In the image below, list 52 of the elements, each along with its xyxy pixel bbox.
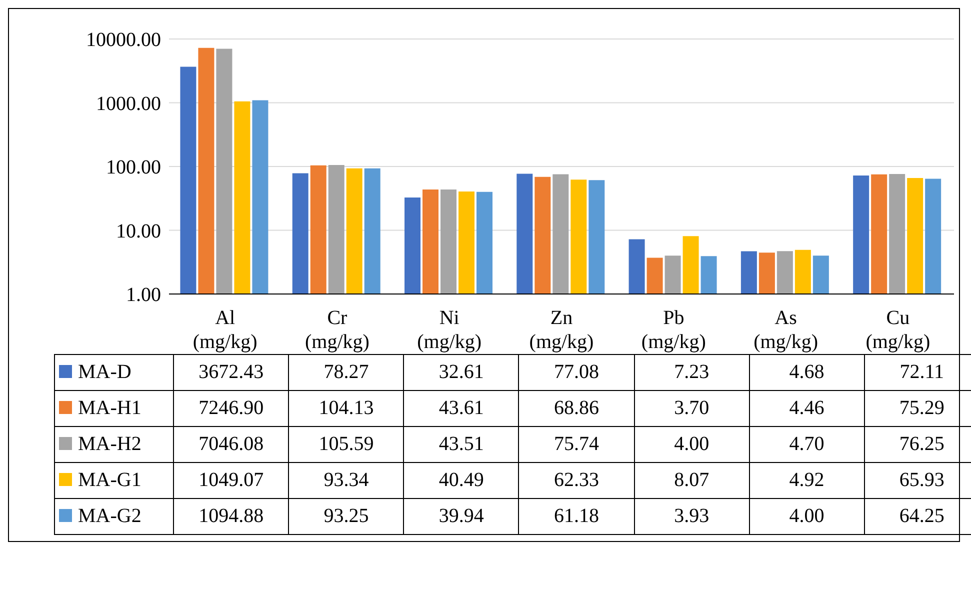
data-label: 76.25	[864, 426, 971, 462]
data-label: 7246.90	[174, 390, 289, 426]
data-label: 40.49	[404, 462, 519, 498]
data-label: 78.27	[288, 354, 404, 390]
data-label: 72.11	[864, 354, 971, 390]
data-label: 93.34	[288, 462, 404, 498]
data-label: 4.46	[749, 390, 864, 426]
data-label: 4.00	[634, 426, 750, 462]
data-label: 104.13	[288, 390, 404, 426]
data-label: 64.25	[864, 498, 971, 534]
legend-label: MA-H2	[54, 426, 174, 462]
data-label: 4.70	[749, 426, 864, 462]
data-label: 1094.88	[174, 498, 289, 534]
data-label: 3.93	[634, 498, 750, 534]
y-tick-label: 10000.00	[86, 29, 161, 52]
y-tick-label: 1000.00	[96, 92, 161, 115]
x-tick-label: Zn (mg/kg)	[529, 307, 594, 353]
data-label: 3672.43	[174, 354, 289, 390]
data-label: 4.00	[749, 498, 864, 534]
x-tick-label: Cu (mg/kg)	[866, 307, 930, 353]
data-label: 7.23	[634, 354, 750, 390]
legend-label: MA-H1	[54, 390, 174, 426]
legend-label: MA-G1	[54, 462, 174, 498]
x-tick-label: Pb (mg/kg)	[641, 307, 706, 353]
data-label: 62.33	[518, 462, 634, 498]
data-label: 1049.07	[174, 462, 289, 498]
y-tick-label: 1.00	[126, 284, 161, 306]
x-tick-label: Al (mg/kg)	[192, 307, 258, 353]
data-label: 7046.08	[174, 426, 289, 462]
x-tick-label: Cr (mg/kg)	[304, 307, 370, 353]
data-label: 43.51	[404, 426, 519, 462]
data-label: 61.18	[518, 498, 634, 534]
y-tick-label: 100.00	[106, 156, 161, 179]
y-tick-label: 10.00	[116, 220, 161, 242]
legend-label: MA-G2	[54, 498, 174, 534]
data-label: 93.25	[288, 498, 404, 534]
data-label: 75.74	[518, 426, 634, 462]
data-label: 65.93	[864, 462, 971, 498]
legend-label: MA-D	[54, 354, 174, 390]
data-label: 105.59	[288, 426, 404, 462]
data-label: 3.70	[634, 390, 750, 426]
data-label: 4.68	[749, 354, 864, 390]
data-label: 39.94	[404, 498, 519, 534]
data-label: 4.92	[749, 462, 864, 498]
data-label: 8.07	[634, 462, 750, 498]
data-label: 32.61	[404, 354, 519, 390]
x-tick-label: As (mg/kg)	[754, 307, 818, 353]
data-label: 75.29	[864, 390, 971, 426]
x-tick-label: Ni (mg/kg)	[417, 307, 482, 353]
data-label: 77.08	[518, 354, 634, 390]
data-label: 43.61	[404, 390, 519, 426]
data-label: 68.86	[518, 390, 634, 426]
